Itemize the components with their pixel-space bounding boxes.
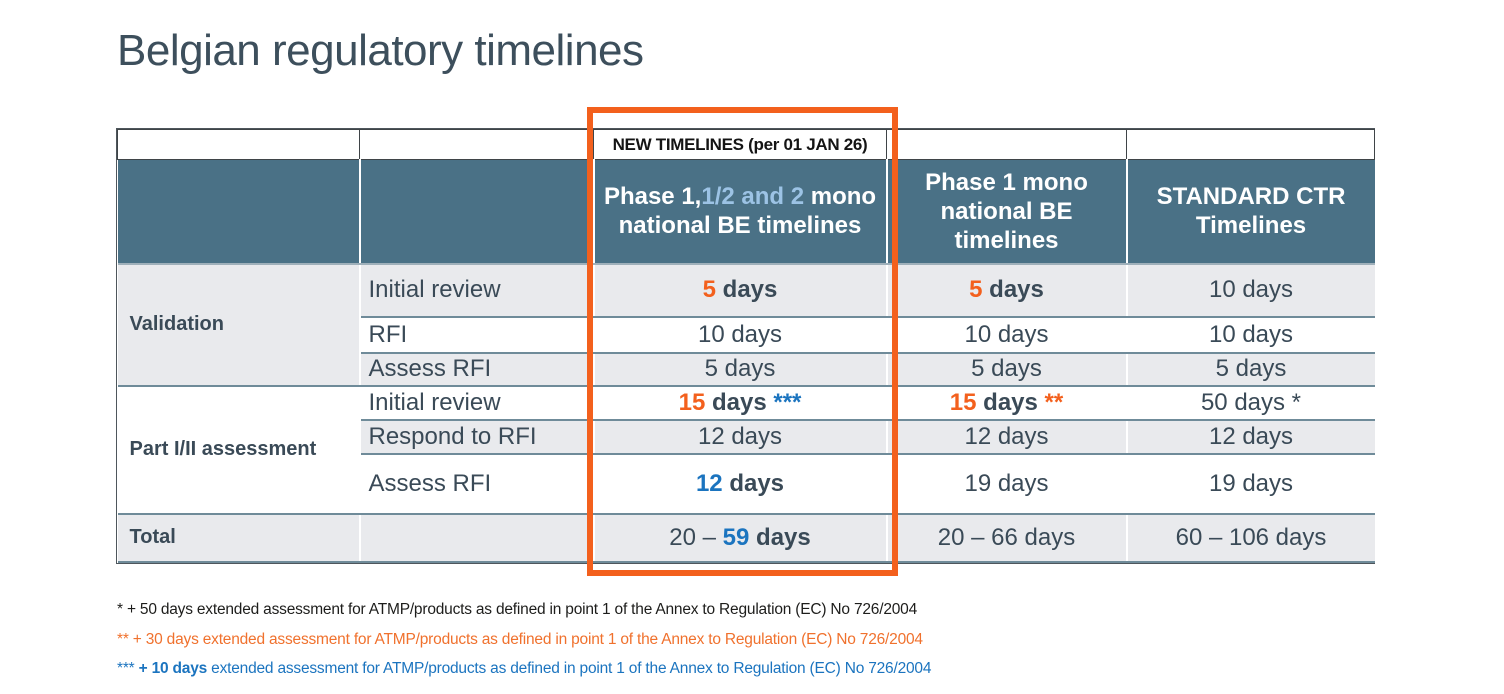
header-phase12-white: Phase 1, [603, 183, 702, 211]
header-group-empty [117, 159, 361, 265]
row-total: Total 20 – 59 days 20 – 66 days 60 – 106… [117, 513, 1375, 563]
banner-empty-cell [1126, 129, 1375, 160]
page-title: Belgian regulatory timelines [117, 26, 644, 75]
value-unit: days [722, 469, 785, 497]
header-step-empty [359, 159, 595, 265]
footnote-30-days: ** + 30 days extended assessment for ATM… [117, 631, 923, 648]
group-total: Total [117, 513, 361, 563]
row-validation-assess-rfi: Assess RFI 5 days 5 days 5 days [118, 352, 1375, 387]
footnote-stars: *** [117, 660, 139, 677]
value-unit: days [705, 388, 767, 416]
value-new12-rfi: 10 days [593, 316, 888, 354]
value-unit: days [976, 388, 1038, 416]
row-assessment-initial-review: Part I/II assessment Initial review 15 d… [117, 385, 1375, 515]
value-new1-total: 20 – 66 days [886, 513, 1128, 563]
value-std-total: 60 – 106 days [1126, 513, 1375, 563]
value-std-assess: 19 days [1126, 453, 1375, 515]
footnote-rest: extended assessment for ATMP/products as… [207, 660, 932, 677]
step-initial-review: Initial review [359, 263, 595, 318]
value-std-initial: 50 days * [1126, 385, 1375, 421]
value-std-assess: 5 days [1126, 352, 1375, 387]
total-prefix: 20 – [669, 523, 723, 551]
value-std-initial: 10 days [1126, 263, 1375, 318]
header-phase-1-12-2: Phase 1,1/2 and 2 mono national BE timel… [593, 159, 888, 265]
table-header-row: Phase 1,1/2 and 2 mono national BE timel… [117, 159, 1375, 265]
value-number: 15 [949, 388, 977, 416]
value-new12-initial: 5 days [593, 263, 888, 318]
value-new1-initial: 15 days ** [886, 385, 1128, 421]
value-new12-initial: 15 days *** [593, 385, 888, 421]
value-new12-assess: 12 days [593, 453, 888, 515]
row-validation-rfi: RFI 10 days 10 days 10 days [118, 316, 1375, 354]
value-number: 5 [702, 276, 716, 303]
value-new1-assess: 19 days [886, 453, 1128, 515]
banner-empty-cell [117, 129, 360, 160]
value-new1-assess: 5 days [886, 352, 1128, 387]
value-new12-respond: 12 days [593, 419, 888, 455]
footnote-50-days: * + 50 days extended assessment for ATMP… [117, 601, 918, 618]
value-number: 12 [695, 469, 723, 497]
header-phase12-rest: mono national BE timelines [618, 183, 877, 240]
banner-empty-cell [359, 129, 594, 160]
header-standard-ctr: STANDARD CTR Timelines [1126, 159, 1375, 265]
value-std-rfi: 10 days [1126, 316, 1375, 354]
group-validation: Validation [117, 263, 361, 387]
step-assess-rfi: Assess RFI [359, 453, 595, 515]
step-assess-rfi: Assess RFI [359, 352, 595, 387]
value-number: 59 [722, 523, 750, 551]
banner-row: NEW TIMELINES (per 01 JAN 26) [117, 129, 1375, 160]
header-phase12-lightblue: 1/2 and 2 [701, 183, 805, 211]
value-unit: days [749, 523, 811, 551]
asterisk-mark: ** [1037, 388, 1064, 416]
banner-empty-cell [886, 129, 1127, 160]
header-phase-1-mono: Phase 1 mono national BE timelines [886, 159, 1128, 265]
step-initial-review: Initial review [359, 385, 595, 421]
value-new1-rfi: 10 days [886, 316, 1128, 354]
value-new12-assess: 5 days [593, 352, 888, 387]
asterisk-mark: *** [766, 388, 802, 416]
value-number: 15 [678, 388, 706, 416]
value-unit: days [715, 276, 778, 303]
banner-new-timelines: NEW TIMELINES (per 01 JAN 26) [593, 129, 887, 160]
step-respond-to-rfi: Respond to RFI [359, 419, 595, 455]
value-std-respond: 12 days [1126, 419, 1375, 455]
row-assessment-respond-rfi: Respond to RFI 12 days 12 days 12 days [118, 419, 1375, 455]
group-part-i-ii-assessment: Part I/II assessment [117, 385, 361, 515]
footnote-10-days: *** + 10 days extended assessment for AT… [117, 660, 931, 678]
value-new1-initial: 5 days [886, 263, 1128, 318]
regulatory-timelines-table: NEW TIMELINES (per 01 JAN 26) Phase 1,1/… [116, 128, 1375, 564]
value-new12-total: 20 – 59 days [593, 513, 888, 563]
total-step-empty [359, 513, 595, 563]
value-number: 5 [969, 276, 983, 303]
step-rfi: RFI [359, 316, 595, 354]
row-assessment-assess-rfi: Assess RFI 12 days 19 days 19 days [118, 453, 1375, 515]
row-validation-initial-review: Validation Initial review 5 days 5 days … [117, 263, 1375, 387]
value-new1-respond: 12 days [886, 419, 1128, 455]
value-unit: days [982, 276, 1044, 303]
footnote-bold-segment: + 10 days [138, 660, 208, 677]
